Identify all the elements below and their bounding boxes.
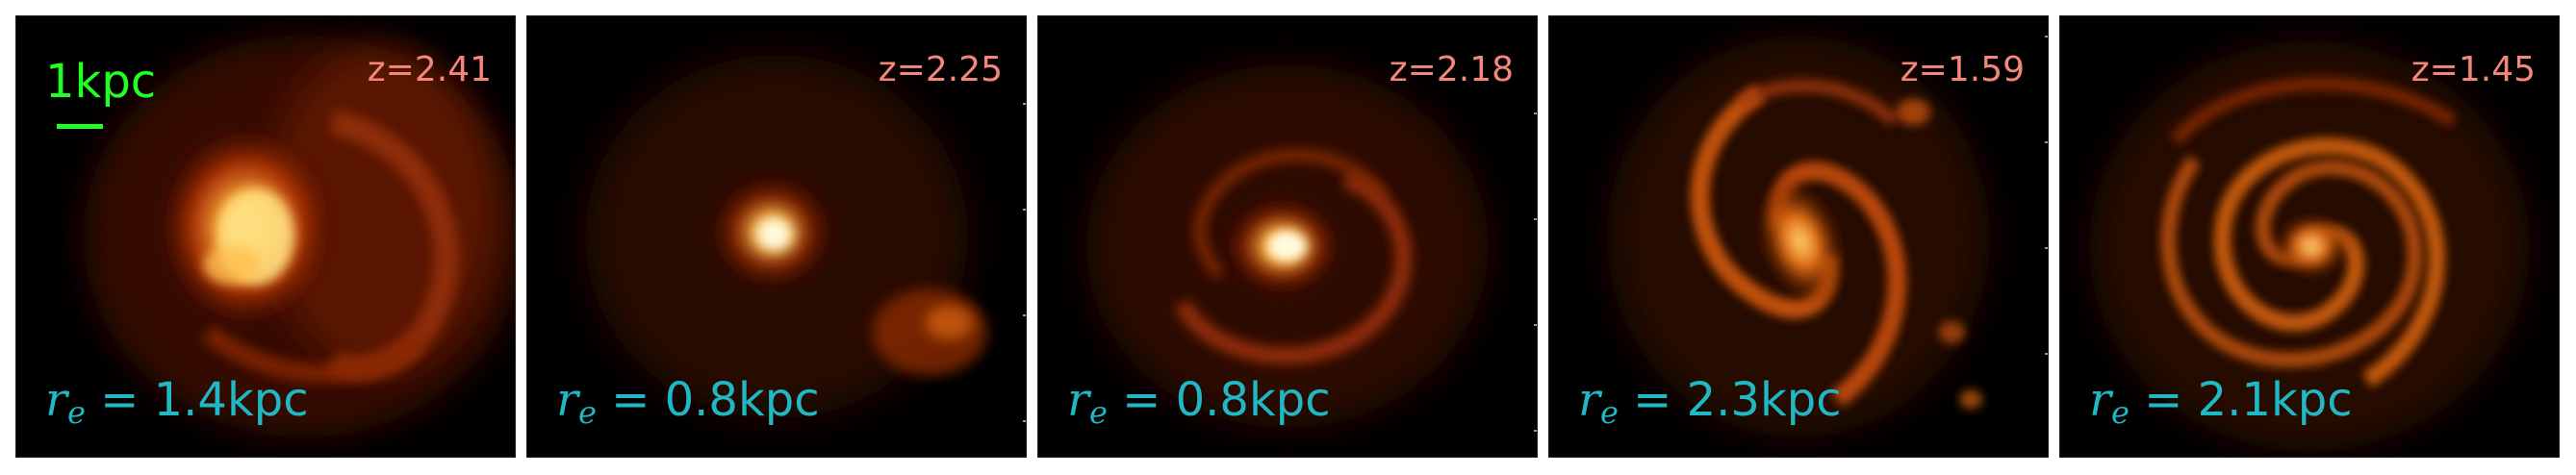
radius-value: = 0.8kpc xyxy=(1122,373,1331,427)
redshift-label: z=2.25 xyxy=(878,50,1003,89)
effective-radius-label: re = 0.8kpc xyxy=(1067,377,1331,428)
radius-symbol: r xyxy=(1578,373,1600,427)
scale-bar-label: 1kpc xyxy=(45,55,157,109)
axis-ticks xyxy=(1532,16,1537,457)
redshift-label: z=1.45 xyxy=(2410,50,2536,89)
redshift-label: z=2.18 xyxy=(1389,50,1514,89)
galaxy-panel-4: z=1.59 re = 2.3kpc xyxy=(1548,15,2049,458)
galaxy-panel-5: z=1.45 re = 2.1kpc xyxy=(2059,15,2560,458)
radius-symbol: r xyxy=(45,373,67,427)
galaxy-panel-2: z=2.25 re = 0.8kpc xyxy=(526,15,1027,458)
radius-subscript: e xyxy=(1599,394,1619,431)
galaxy-image-4 xyxy=(1606,35,1991,438)
radius-subscript: e xyxy=(66,394,86,431)
axis-ticks xyxy=(1021,16,1026,457)
radius-symbol: r xyxy=(1067,373,1089,427)
radius-symbol: r xyxy=(2089,373,2111,427)
galaxy-panel-3: z=2.18 re = 0.8kpc xyxy=(1037,15,1538,458)
galaxy-image-5 xyxy=(2089,39,2530,453)
redshift-label: z=1.59 xyxy=(1900,50,2025,89)
scale-bar xyxy=(57,124,103,129)
radius-symbol: r xyxy=(556,373,578,427)
radius-subscript: e xyxy=(2110,394,2130,431)
radius-value: = 2.1kpc xyxy=(2144,373,2353,427)
radius-subscript: e xyxy=(1088,394,1108,431)
effective-radius-label: re = 2.3kpc xyxy=(1578,377,1842,428)
radius-subscript: e xyxy=(577,394,597,431)
radius-value: = 1.4kpc xyxy=(100,373,309,427)
axis-ticks xyxy=(2043,16,2048,457)
effective-radius-label: re = 1.4kpc xyxy=(45,377,309,428)
galaxy-panel-1: 1kpc z=2.41 re = 1.4kpc xyxy=(15,15,516,458)
radius-value: = 2.3kpc xyxy=(1633,373,1842,427)
galaxy-image-2 xyxy=(584,54,988,419)
effective-radius-label: re = 2.1kpc xyxy=(2089,377,2353,428)
redshift-label: z=2.41 xyxy=(367,50,492,89)
galaxy-image-1 xyxy=(83,35,515,438)
effective-radius-label: re = 0.8kpc xyxy=(556,377,820,428)
galaxy-image-3 xyxy=(1085,63,1490,429)
radius-value: = 0.8kpc xyxy=(611,373,820,427)
